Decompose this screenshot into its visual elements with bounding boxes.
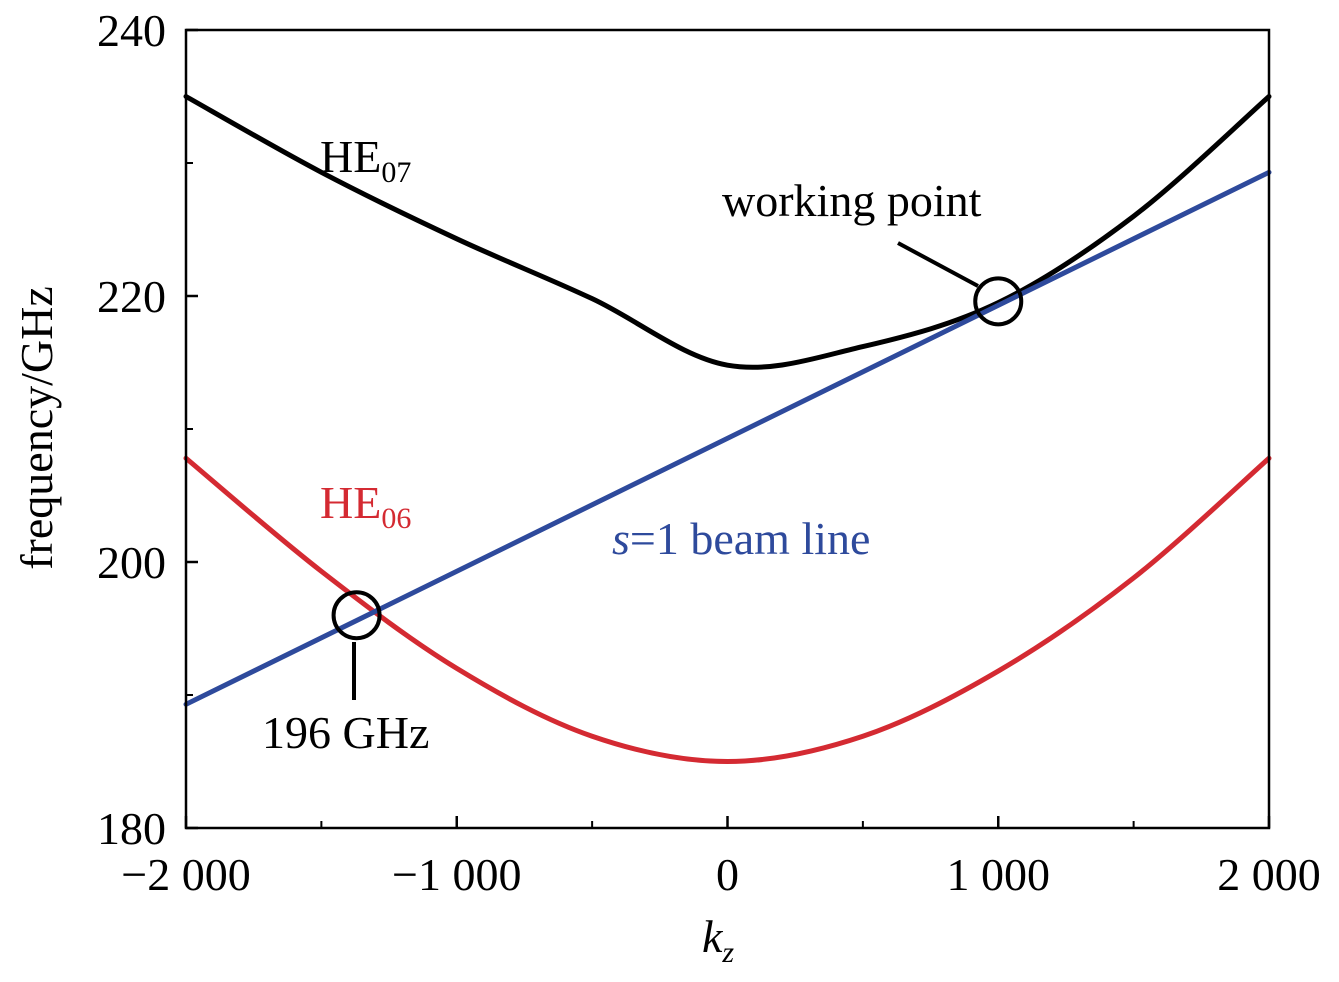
he06-label-main: HE <box>320 477 381 528</box>
he06-label-sub: 06 <box>381 502 411 535</box>
y-tick-label: 220 <box>97 271 166 322</box>
y-axis-title: frequency/GHz <box>11 286 62 570</box>
x-tick-label: −2 000 <box>121 849 250 900</box>
series-line-he06 <box>183 455 1272 764</box>
he07-label-main: HE <box>320 131 381 182</box>
he07-label: HE07 <box>320 131 411 189</box>
series-line-he07 <box>183 94 1272 370</box>
axis-ticks: −2 000 −1 000 0 1 000 2 000 180 200 220 240 <box>97 5 1321 900</box>
x-axis-title-sub: z <box>721 936 734 969</box>
he07-label-sub: 07 <box>381 156 411 189</box>
beam-line-label-s: s <box>612 513 630 564</box>
plot-frame <box>184 28 1271 830</box>
he06-label: HE06 <box>320 477 411 535</box>
ghz196-marker <box>331 590 382 641</box>
series-line-s-1-beam-line <box>183 169 1272 707</box>
beam-line-label-rest: =1 beam line <box>630 513 871 564</box>
working-point-marker <box>973 276 1024 327</box>
x-axis-title-main: k <box>702 911 724 962</box>
x-tick-label: 2 000 <box>1217 849 1321 900</box>
y-tick-label: 200 <box>97 537 166 588</box>
y-tick-label: 180 <box>97 803 166 854</box>
plot-area <box>183 94 1272 764</box>
x-tick-label: 1 000 <box>947 849 1051 900</box>
x-tick-label: 0 <box>716 849 739 900</box>
ghz196-label: 196 GHz <box>262 707 429 758</box>
x-axis-title: kz <box>702 911 734 969</box>
y-tick-label: 240 <box>97 5 166 56</box>
working-point-leader <box>897 241 979 288</box>
x-tick-label: −1 000 <box>392 849 521 900</box>
working-point-label: working point <box>722 175 982 226</box>
beam-line-label: s=1 beam line <box>612 513 870 564</box>
